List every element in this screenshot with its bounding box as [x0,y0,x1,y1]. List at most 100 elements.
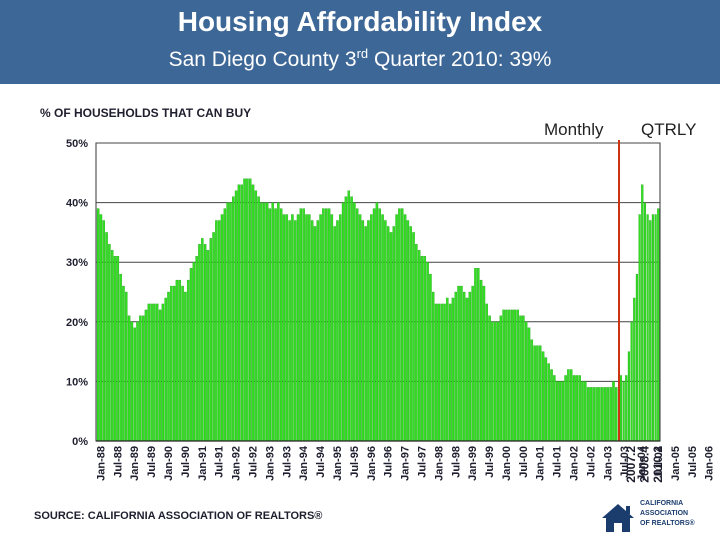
monthly-bar [510,309,514,442]
monthly-bar [603,387,607,442]
monthly-bar [203,244,207,442]
x-tick-label: Jan-89 [129,446,141,481]
monthly-bar [595,387,598,442]
qtrly-bar [635,273,639,442]
monthly-bar [493,321,497,442]
monthly-bar [164,297,167,442]
x-tick-label: Jan-92 [231,446,243,481]
qtrly-tick-label: 2008.4 [638,446,652,483]
x-tick-label: Jul-03 [619,446,631,478]
x-tick-label: Jul-89 [146,446,158,478]
x-tick-label: Jan-06 [704,446,716,481]
monthly-bar [462,291,466,442]
monthly-bar [550,369,553,442]
qtrly-tick-label: 2007.2 [624,446,638,483]
x-tick-label: Jul-00 [518,446,530,478]
x-tick-label: Jul-01 [552,446,564,478]
monthly-bar [544,357,548,442]
monthly-bar [541,351,545,442]
monthly-bar [279,208,283,442]
monthly-bar [499,315,503,442]
qtrly-bar [641,184,644,442]
x-tick-label: Jan-96 [366,446,378,481]
monthly-bar [361,220,365,442]
monthly-bar [347,190,351,442]
monthly-bar [330,214,334,442]
qtrly-bar [630,321,633,442]
x-tick-label: Jan-95 [332,446,344,481]
monthly-bar [237,184,241,442]
house-logo-icon [602,504,634,532]
y-tick-label: 50% [66,138,88,150]
monthly-bar [293,220,297,442]
qtrly-bar [627,351,631,442]
x-tick-label: Jan-90 [163,446,175,481]
monthly-bar [468,291,472,442]
monthly-bar [479,279,483,442]
x-tick-label: Jul-96 [383,446,395,478]
x-tick-label: Jan-02 [569,446,581,481]
monthly-bar [358,214,362,442]
monthly-bar [243,178,246,442]
monthly-bar [232,196,235,442]
monthly-bar [313,226,317,442]
monthly-bar [344,196,348,442]
monthly-bar [263,202,266,442]
monthly-bar [609,387,612,442]
logo-text: CALIFORNIA ASSOCIATION OF REALTORS® [640,500,695,527]
monthly-bar [381,214,384,442]
monthly-bar [184,291,187,442]
monthly-bar [336,220,339,442]
monthly-bar [502,309,505,442]
monthly-bar [319,214,322,442]
x-tick-label: Jan-01 [535,446,547,481]
qtrly-tick-label: 2010.2 [651,446,665,483]
monthly-bar [364,226,367,442]
monthly-bar [212,232,215,442]
header-banner: Housing Affordability Index San Diego Co… [0,0,720,84]
monthly-bar [406,220,410,442]
monthly-bar [251,184,255,442]
monthly-bar [170,285,173,442]
monthly-bar [141,315,145,442]
x-tick-label: Jul-02 [585,446,597,478]
x-tick-label: Jan-99 [467,446,479,481]
monthly-bar [386,226,390,442]
monthly-bar [99,214,103,442]
monthly-bar [392,226,396,442]
monthly-bar [189,268,193,442]
monthly-bar [443,303,446,442]
monthly-bar [158,309,162,442]
monthly-bar [305,214,308,442]
monthly-bar [215,220,218,442]
monthly-bar [429,273,432,442]
monthly-bar [274,208,277,442]
monthly-bar [437,303,441,442]
monthly-bar [181,285,184,442]
subtitle-suffix: Quarter 2010: 39% [368,48,552,71]
qtrly-bar [646,214,649,442]
monthly-bar [257,196,260,442]
monthly-bar [522,315,525,442]
qtrly-label: QTRLY [641,120,697,139]
monthly-bar [324,208,328,442]
monthly-bar [282,214,286,442]
monthly-bar [209,238,213,442]
monthly-bar [592,387,596,442]
monthly-bar [567,369,570,442]
monthly-bar [415,244,418,442]
x-tick-label: Jul-90 [180,446,192,478]
monthly-bar [460,285,463,442]
y-axis-label: % OF HOUSEHOLDS THAT CAN BUY [40,106,252,120]
x-tick-label: Jan-94 [298,445,310,481]
monthly-bar [96,208,100,442]
monthly-bar [409,226,412,442]
y-tick-label: 40% [66,198,88,210]
monthly-bar [491,321,494,442]
source-note: SOURCE: CALIFORNIA ASSOCIATION OF REALTO… [34,510,323,522]
monthly-bar [553,375,556,442]
monthly-bar [198,244,201,442]
monthly-bar [161,303,165,442]
monthly-bar [524,321,528,442]
monthly-bar [341,202,345,442]
